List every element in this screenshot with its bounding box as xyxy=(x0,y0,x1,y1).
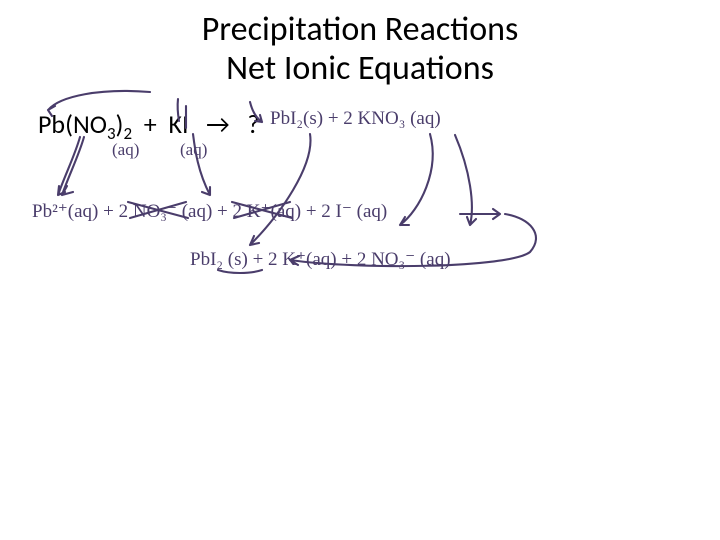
slide-title: Precipitation Reactions Net Ionic Equati… xyxy=(0,0,720,88)
hand-ionic: Pb²⁺(aq) + 2 NO₃⁻ (aq) + 2 K⁺(aq) + 2 I⁻… xyxy=(32,200,387,223)
ionic-wrap-down xyxy=(290,214,536,266)
pbi2-down xyxy=(250,134,310,245)
spectator-cross-k xyxy=(232,202,292,218)
ionic-right-arrow xyxy=(460,209,500,219)
final-underline xyxy=(218,270,262,273)
spectator-cross-no3 xyxy=(128,202,188,218)
title-line-1: Precipitation Reactions xyxy=(0,10,720,49)
hand-final: PbI₂ (s) + 2 K⁺(aq) + 2 NO₃⁻ (aq) xyxy=(190,248,451,271)
title-line-2: Net Ionic Equations xyxy=(0,49,720,88)
printed-equation: Pb(NO3)2 + KI → ? xyxy=(38,108,259,144)
pbno3-down xyxy=(58,137,80,195)
kno3-down2 xyxy=(455,135,476,225)
hand-products: PbI₂(s) + 2 KNO₃ (aq) xyxy=(270,108,441,130)
kno3-down xyxy=(400,134,433,225)
